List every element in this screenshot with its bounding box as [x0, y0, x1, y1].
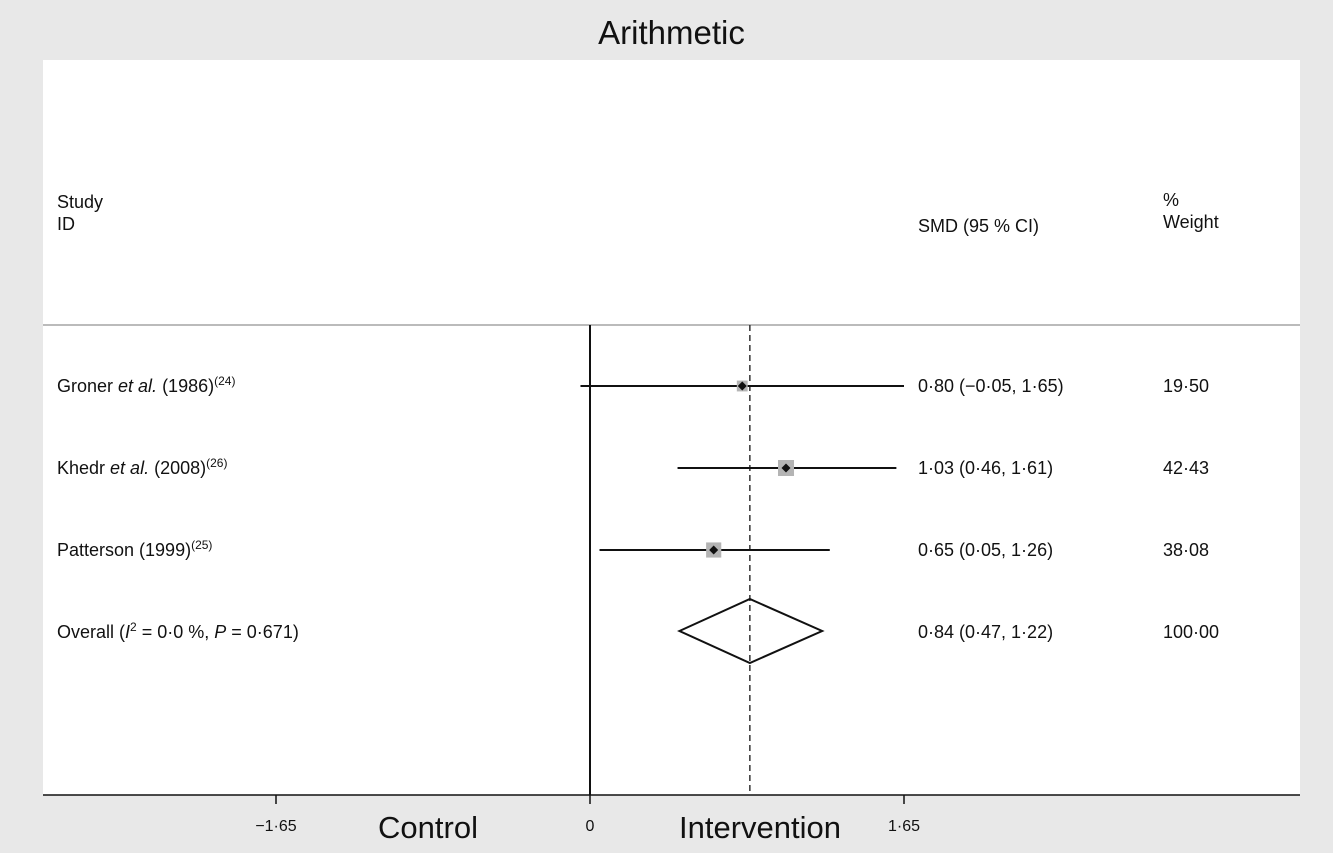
- direction-label-control: Control: [378, 810, 478, 845]
- plot-panel: [43, 60, 1300, 795]
- study-label-1: Khedr et al. (2008)(26): [57, 456, 228, 478]
- header-effect: SMD (95 % CI): [918, 216, 1040, 236]
- study-label-0: Groner et al. (1986)(24): [57, 374, 236, 396]
- direction-label-intervention: Intervention: [679, 810, 841, 845]
- x-tick-label-neg: −1·65: [255, 818, 297, 835]
- study-point-1: [781, 463, 791, 473]
- overall-diamond: [677, 597, 825, 665]
- study-ci-1: 1·03 (0·46, 1·61): [918, 458, 1054, 478]
- study-point-0: [737, 381, 747, 391]
- study-weight-1: 42·43: [1163, 458, 1210, 478]
- x-tick-label-zero: 0: [585, 818, 595, 835]
- header-weight: % Weight: [1163, 190, 1219, 232]
- chart-title: Arithmetic: [598, 14, 745, 51]
- overall-weight: 100·00: [1163, 622, 1220, 642]
- header-study-id: Study ID: [57, 192, 104, 234]
- study-weight-0: 19·50: [1163, 376, 1210, 396]
- study-ci-0: 0·80 (−0·05, 1·65): [918, 376, 1064, 396]
- overall-label: Overall (I2 = 0·0 %, P = 0·671): [57, 620, 299, 642]
- study-label-2: Patterson (1999)(25): [57, 538, 213, 560]
- overall-ci: 0·84 (0·47, 1·22): [918, 622, 1054, 642]
- study-weight-2: 38·08: [1163, 540, 1210, 560]
- study-point-2: [709, 545, 719, 555]
- study-ci-2: 0·65 (0·05, 1·26): [918, 540, 1054, 560]
- x-tick-label-pos: 1·65: [887, 818, 921, 835]
